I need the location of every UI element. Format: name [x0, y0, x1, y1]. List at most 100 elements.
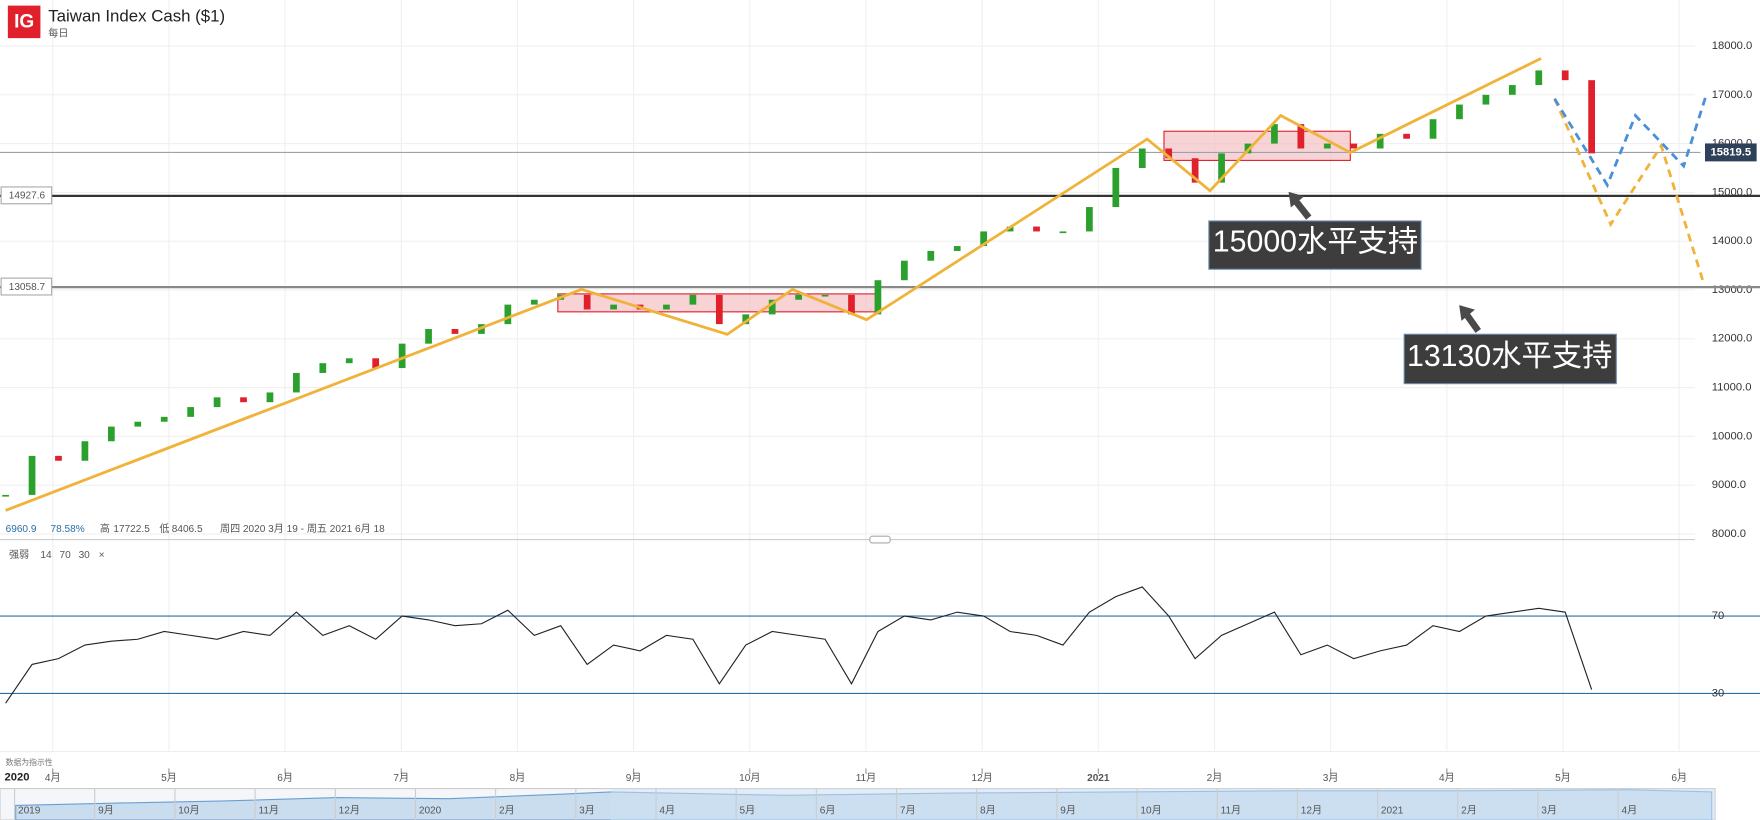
y-tick-label: 11000.0 [1712, 382, 1752, 394]
candle [927, 250, 935, 261]
indicator-param: 30 [79, 550, 91, 561]
status-high: 17722.5 [113, 524, 150, 535]
candle [345, 358, 353, 364]
annotation-box [1403, 333, 1617, 385]
navigator-window[interactable] [610, 788, 1716, 820]
candle [1218, 153, 1225, 183]
candle [1033, 226, 1040, 232]
nav-label: 3月 [1541, 805, 1557, 817]
candle [663, 304, 670, 310]
candle [55, 455, 62, 461]
nav-label: 10月 [1140, 805, 1161, 817]
x-tick-label: 11月 [856, 772, 877, 784]
rsi-tick-label: 70 [1712, 610, 1724, 622]
nav-label: 2019 [18, 806, 41, 817]
y-tick-label: 17000.0 [1712, 89, 1753, 101]
year-label: 2020 [4, 771, 29, 783]
x-axis: 4月 5月 6月 7月 8月 9月 10月 11月 12月 2021 2月 3月 4月 5月 6月 [45, 768, 1687, 784]
candle [240, 397, 247, 403]
projection-orange [1553, 98, 1705, 281]
candle [1086, 207, 1093, 232]
nav-label: 12月 [1301, 805, 1322, 817]
indicator-close[interactable]: × [99, 550, 105, 561]
candle [742, 314, 750, 325]
x-tick-label: 6月 [1671, 772, 1687, 784]
candle [980, 231, 988, 247]
interval: 每日 [48, 26, 68, 39]
candle [715, 294, 723, 325]
candle [848, 294, 855, 315]
nav-label: 3月 [579, 805, 595, 817]
status-low-label: 低 [159, 522, 169, 535]
y-tick-label: 13000.0 [1712, 284, 1753, 296]
status-low: 8406.5 [172, 524, 203, 535]
x-tick-label: 2021 [1087, 773, 1110, 784]
candle [1323, 143, 1331, 149]
annotation-text: 15000水平支持 [1213, 224, 1418, 258]
logo-text: IG [14, 11, 34, 32]
nav-label: 4月 [659, 805, 675, 817]
panel-resize[interactable] [869, 535, 891, 544]
status-last: 6960.9 [6, 524, 37, 535]
candle [1456, 104, 1463, 120]
candle [1059, 231, 1067, 234]
projection-blue [1553, 94, 1708, 189]
nav-label: 9月 [98, 805, 114, 817]
level-box [0, 186, 53, 205]
candle [1588, 80, 1595, 154]
x-tick-label: 6月 [277, 772, 293, 784]
x-tick-label: 9月 [626, 772, 642, 784]
indicator-param: 14 [40, 550, 52, 561]
y-tick-label: 8000.0 [1712, 528, 1746, 540]
candle [187, 407, 195, 417]
candle [583, 294, 591, 310]
nav-label: 6月 [820, 805, 836, 817]
annotation-box [1208, 220, 1422, 270]
x-tick-label: 8月 [510, 772, 526, 784]
status-high-label: 高 [100, 522, 110, 535]
logo [7, 5, 41, 39]
indicator-param: 70 [59, 550, 71, 561]
candle [1376, 133, 1384, 149]
candles [2, 70, 1595, 497]
candle [293, 372, 300, 393]
level-label: 14927.6 [9, 191, 46, 202]
range-box [1163, 130, 1351, 161]
candle [319, 363, 327, 373]
candle [953, 246, 961, 251]
x-tick-label: 4月 [45, 772, 61, 784]
nav-label: 9月 [1060, 805, 1076, 817]
note: 数据为指示性 [6, 757, 53, 767]
candle [1535, 70, 1543, 86]
nav-label: 12月 [339, 805, 360, 817]
level-box [0, 277, 53, 296]
x-tick-label: 7月 [393, 772, 409, 784]
candle [107, 426, 115, 442]
candle [372, 358, 380, 369]
annotation-text: 13130水平支持 [1407, 339, 1612, 373]
y-tick-label: 14000.0 [1712, 235, 1753, 247]
grid: 8000.0 9000.0 10000.0 11000.0 12000.0 13000.0… [0, 0, 1752, 752]
nav-label: 2021 [1381, 806, 1404, 817]
x-tick-label: 5月 [161, 772, 177, 784]
nav-label: 11月 [258, 805, 279, 817]
nav-label: 11月 [1221, 805, 1242, 817]
instrument-title[interactable]: Taiwan Index Cash ($1) [48, 6, 225, 25]
status-range: 周四 2020 3月 19 - 周五 2021 6月 18 [220, 523, 385, 535]
level-label: 13058.7 [9, 282, 46, 293]
x-tick-label: 12月 [971, 772, 992, 784]
current-price-box [1705, 143, 1757, 162]
current-price-label: 15819.5 [1711, 146, 1752, 158]
candle [134, 421, 142, 427]
candle [213, 397, 221, 408]
candle [1006, 226, 1014, 232]
nav-label: 10月 [178, 805, 199, 817]
rsi-panel: 30 70 [0, 586, 1760, 704]
x-tick-label: 10月 [739, 772, 760, 784]
candle [160, 416, 168, 422]
y-tick-label: 15000.0 [1712, 186, 1753, 198]
candle [1165, 148, 1173, 159]
x-tick-label: 3月 [1323, 772, 1339, 784]
